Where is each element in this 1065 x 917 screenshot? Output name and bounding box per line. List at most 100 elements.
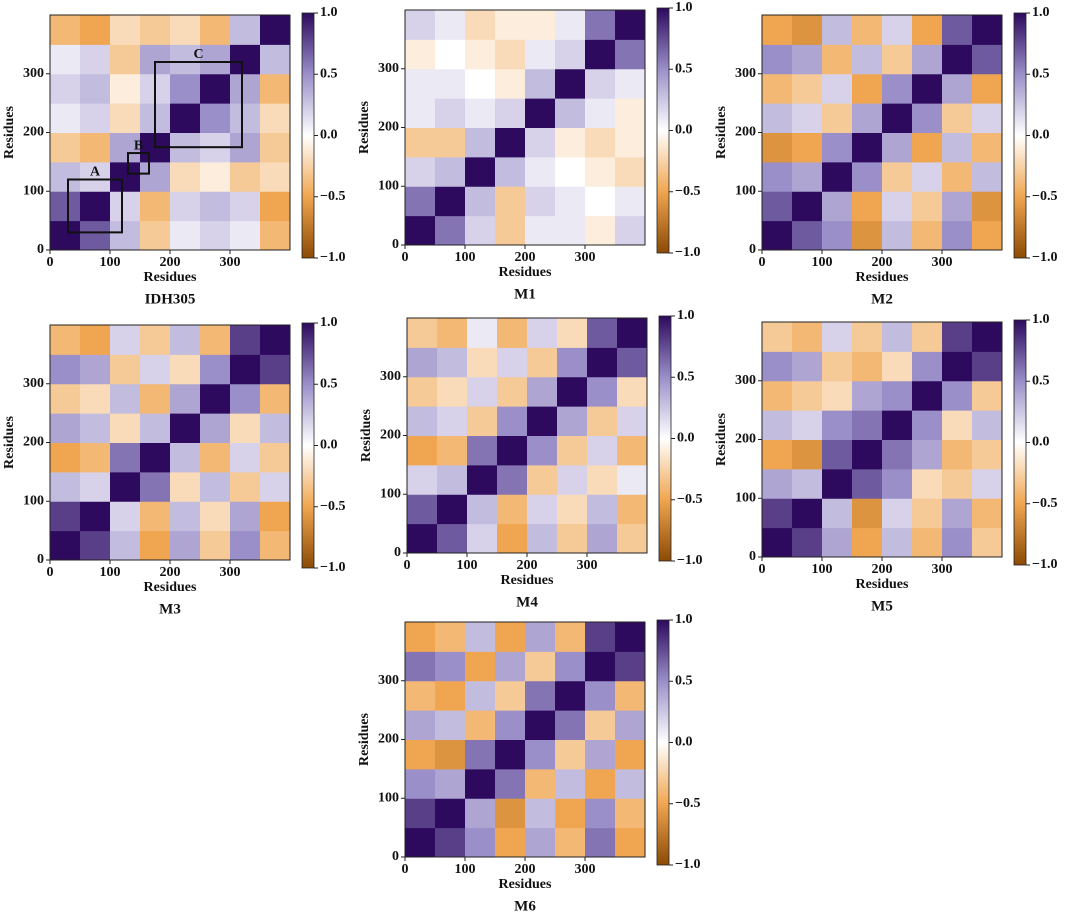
colorbar-tick-label: −0.5 xyxy=(675,184,700,199)
panel-title: M3 xyxy=(159,601,181,617)
heatmap-cell xyxy=(555,98,586,128)
heatmap-cell xyxy=(822,15,853,45)
heatmap-cell xyxy=(792,498,823,529)
colorbar xyxy=(301,12,315,259)
heatmap-cell xyxy=(882,498,913,529)
heatmap-cell xyxy=(230,44,261,75)
heatmap-cell xyxy=(792,73,823,104)
y-tick-label: 0 xyxy=(749,549,756,564)
heatmap-cell xyxy=(615,68,645,99)
heatmap-cell xyxy=(822,191,853,222)
heatmap-cell xyxy=(260,103,290,133)
heatmap-cell xyxy=(762,439,793,470)
heatmap-cell xyxy=(260,383,290,414)
heatmap-cell xyxy=(200,530,231,560)
x-axis-label: Residues xyxy=(144,270,197,285)
heatmap-cell xyxy=(617,464,647,495)
heatmap-cell xyxy=(170,471,201,502)
heatmap-cell xyxy=(972,527,1002,557)
colorbar-tick-label: 0.5 xyxy=(1032,373,1050,388)
heatmap-cell xyxy=(200,73,231,104)
heatmap-cell xyxy=(942,322,973,352)
heatmap-cell xyxy=(80,501,111,532)
heatmap-cell xyxy=(585,68,616,99)
heatmap-cell xyxy=(912,410,943,440)
heatmap-cell xyxy=(587,376,618,407)
annotation-label: A xyxy=(90,165,101,180)
heatmap-cell xyxy=(555,127,586,158)
heatmap-cell xyxy=(942,410,973,440)
heatmap-cell xyxy=(495,98,526,128)
heatmap-cell xyxy=(882,351,913,382)
heatmap-cell xyxy=(615,680,645,711)
heatmap-cell xyxy=(80,103,111,133)
heatmap-cell xyxy=(230,354,261,385)
heatmap-cell xyxy=(942,220,973,250)
heatmap-cell xyxy=(200,354,231,385)
colorbar-tick-label: 0.0 xyxy=(320,128,338,143)
heatmap-cell xyxy=(525,739,556,770)
heatmap-cell xyxy=(437,347,468,378)
heatmap-cell xyxy=(527,523,558,553)
heatmap-cell xyxy=(942,351,973,382)
heatmap-cell xyxy=(912,468,943,499)
y-axis-label: Residues xyxy=(714,413,729,466)
heatmap-cell xyxy=(260,15,290,45)
heatmap-cell xyxy=(555,215,586,245)
x-axis-label: Residues xyxy=(499,877,552,892)
heatmap-cell xyxy=(852,439,883,470)
y-tick-label: 300 xyxy=(380,369,401,384)
annotation-label: B xyxy=(134,138,143,153)
heatmap-cell xyxy=(407,376,438,407)
heatmap-cell xyxy=(912,73,943,104)
colorbar xyxy=(1013,12,1027,259)
colorbar xyxy=(656,7,670,254)
heatmap-cell xyxy=(912,191,943,222)
y-tick-label: 200 xyxy=(380,428,401,443)
heatmap-cell xyxy=(435,768,466,799)
heatmap-cell xyxy=(110,132,141,163)
y-tick-label: 200 xyxy=(378,732,399,747)
heatmap-cell xyxy=(230,73,261,104)
y-tick-label: 0 xyxy=(392,849,399,864)
colorbar-tick-label: 0.5 xyxy=(320,376,338,391)
heatmap-cell xyxy=(495,127,526,158)
x-tick-label: 0 xyxy=(759,562,766,577)
colorbar xyxy=(656,619,670,866)
heatmap-cell xyxy=(110,44,141,75)
heatmap-cell xyxy=(140,413,171,443)
heatmap-cell xyxy=(615,156,645,187)
heatmap-cell xyxy=(912,44,943,75)
colorbar-tick-label: 0.5 xyxy=(320,66,338,81)
heatmap-cell xyxy=(405,39,436,70)
heatmap-cell xyxy=(495,739,526,770)
heatmap-cell xyxy=(852,380,883,411)
heatmap-cell xyxy=(405,98,436,128)
heatmap-cell xyxy=(495,215,526,245)
y-tick-label: 200 xyxy=(378,120,399,135)
heatmap-cell xyxy=(555,739,586,770)
x-axis-label: Residues xyxy=(856,577,909,592)
y-tick-label: 100 xyxy=(735,183,756,198)
heatmap-cell xyxy=(435,215,466,245)
colorbar-tick-label: 0.0 xyxy=(677,431,695,446)
heatmap-cell xyxy=(110,15,141,45)
panel-title: M1 xyxy=(514,286,536,302)
heatmap-cell xyxy=(557,318,588,348)
heatmap-cell xyxy=(435,798,466,829)
heatmap-cell xyxy=(497,464,528,495)
heatmap-cell xyxy=(50,44,81,75)
y-tick-label: 100 xyxy=(23,183,44,198)
heatmap-cell xyxy=(50,383,81,414)
heatmap-cell xyxy=(822,527,853,557)
heatmap-cell xyxy=(80,191,111,222)
panel-title: M4 xyxy=(516,594,538,610)
heatmap-cell xyxy=(555,680,586,711)
heatmap-cell xyxy=(407,523,438,553)
heatmap-cell xyxy=(615,215,645,245)
heatmap-cell xyxy=(912,132,943,163)
heatmap-cell xyxy=(585,127,616,158)
colorbar-tick-label: −0.5 xyxy=(1032,189,1057,204)
heatmap-cell xyxy=(230,501,261,532)
heatmap-cell xyxy=(822,439,853,470)
